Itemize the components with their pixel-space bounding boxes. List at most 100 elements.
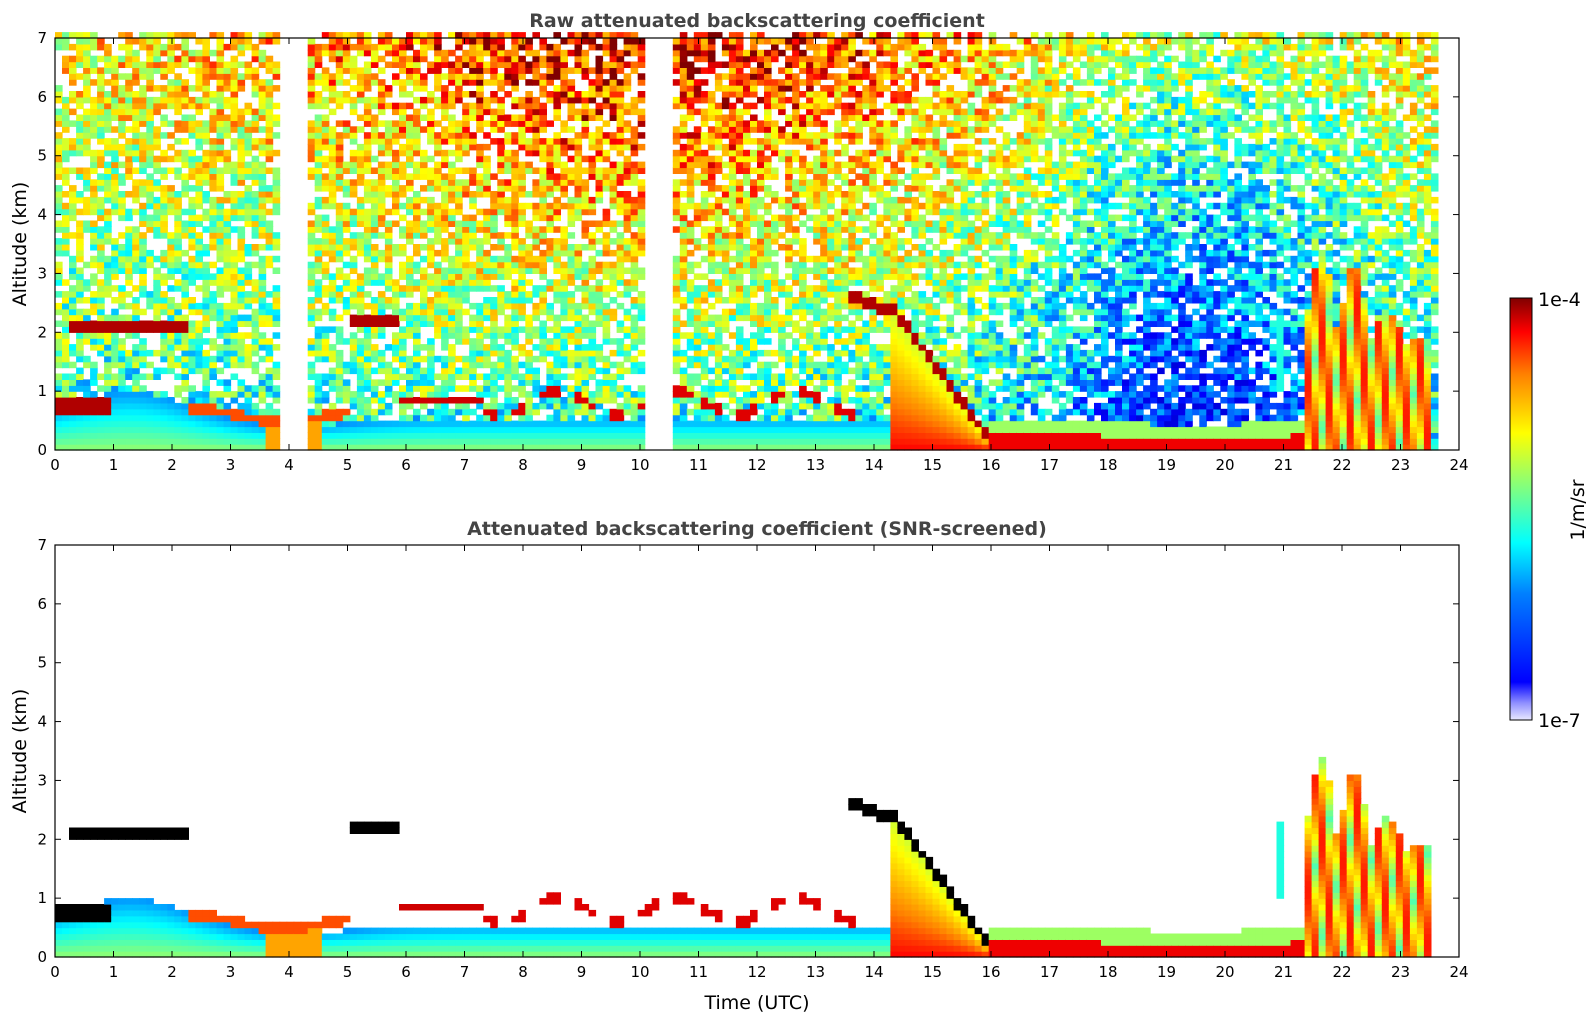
heatmap-cell (69, 426, 77, 433)
heatmap-cell (581, 202, 590, 210)
heatmap-cell (258, 202, 267, 210)
heatmap-cell (455, 96, 463, 104)
heatmap-cell (97, 79, 105, 86)
heatmap-cell (693, 79, 702, 86)
heatmap-cell (672, 208, 681, 216)
heatmap-cell (427, 314, 435, 322)
heatmap-cell (118, 126, 126, 133)
heatmap-cell (630, 397, 639, 404)
heatmap-cell (272, 167, 281, 174)
heatmap-cell (370, 273, 379, 280)
heatmap-cell (728, 208, 737, 216)
heatmap-cell (630, 420, 639, 428)
heatmap-cell (672, 426, 681, 433)
heatmap-cell (707, 414, 716, 422)
heatmap-cell (160, 426, 168, 433)
heatmap-cell (623, 61, 632, 68)
heatmap-cell (265, 85, 274, 92)
heatmap-cell (399, 249, 407, 257)
heatmap-cell (532, 302, 540, 310)
heatmap-cell (539, 191, 547, 198)
heatmap-cell (377, 255, 386, 263)
heatmap-cell (209, 302, 217, 310)
heatmap-cell (314, 391, 323, 398)
heatmap-cell (707, 226, 716, 233)
heatmap-cell (230, 79, 239, 86)
heatmap-cell (735, 332, 744, 339)
heatmap-cell (377, 232, 386, 239)
heatmap-cell (230, 226, 239, 233)
heatmap-cell (118, 61, 126, 68)
heatmap-cell (539, 332, 547, 339)
heatmap-cell (356, 244, 365, 251)
heatmap-cell (532, 149, 540, 157)
heatmap-cell (700, 49, 709, 57)
heatmap-cell (335, 185, 344, 192)
heatmap-cell (546, 55, 554, 63)
heatmap-cell (307, 61, 316, 68)
heatmap-cell (427, 173, 435, 180)
heatmap-cell (370, 438, 379, 445)
heatmap-cell (370, 444, 379, 451)
heatmap-cell (511, 285, 519, 292)
heatmap-cell (511, 373, 519, 380)
heatmap-cell (728, 202, 737, 210)
heatmap-cell (104, 349, 112, 357)
heatmap-cell (223, 114, 232, 121)
heatmap-cell (427, 349, 435, 357)
heatmap-cell (406, 102, 414, 110)
heatmap-cell (69, 291, 77, 298)
heatmap-cell (630, 279, 639, 286)
heatmap-cell (139, 444, 147, 451)
heatmap-cell (328, 196, 337, 204)
heatmap-cell (728, 432, 737, 439)
heatmap-cell (356, 320, 365, 327)
heatmap-cell (216, 332, 225, 339)
heatmap-cell (76, 320, 84, 327)
heatmap-cell (363, 291, 372, 298)
heatmap-cell (384, 249, 393, 257)
heatmap-cell (363, 102, 372, 110)
heatmap-cell (532, 326, 540, 333)
heatmap-cell (384, 143, 393, 151)
heatmap-cell (686, 96, 695, 104)
heatmap-cell (462, 273, 470, 280)
heatmap-cell (174, 96, 182, 104)
heatmap-cell (602, 355, 611, 363)
heatmap-cell (230, 273, 239, 280)
heatmap-cell (314, 420, 323, 428)
heatmap-cell (83, 91, 91, 98)
heatmap-cell (160, 49, 168, 57)
heatmap-cell (188, 444, 196, 451)
heatmap-cell (356, 373, 365, 380)
heatmap-cell (237, 385, 246, 392)
heatmap-cell (532, 385, 540, 392)
heatmap-cell (728, 314, 737, 322)
heatmap-cell (349, 138, 358, 145)
heatmap-cell (272, 414, 281, 422)
heatmap-cell (672, 167, 681, 174)
heatmap-cell (616, 255, 625, 263)
heatmap-cell (434, 179, 442, 186)
heatmap-cell (237, 444, 246, 451)
heatmap-cell (118, 43, 126, 51)
heatmap-cell (132, 367, 140, 375)
heatmap-cell (546, 173, 554, 180)
heatmap-cell (125, 291, 133, 298)
heatmap-cell (693, 55, 702, 63)
heatmap-cell (686, 43, 695, 51)
heatmap-cell (328, 414, 337, 422)
heatmap-cell (560, 267, 568, 274)
heatmap-cell (448, 196, 456, 204)
heatmap-cell (728, 279, 737, 286)
heatmap-cell (434, 408, 442, 416)
heatmap-cell (707, 261, 716, 269)
heatmap-cell (399, 414, 407, 422)
heatmap-cell (721, 38, 730, 45)
heatmap-cell (216, 255, 225, 263)
heatmap-cell (623, 385, 632, 392)
heatmap-cell (560, 173, 568, 180)
heatmap-cell (55, 355, 63, 363)
heatmap-cell (539, 308, 547, 316)
heatmap-cell (637, 73, 646, 80)
